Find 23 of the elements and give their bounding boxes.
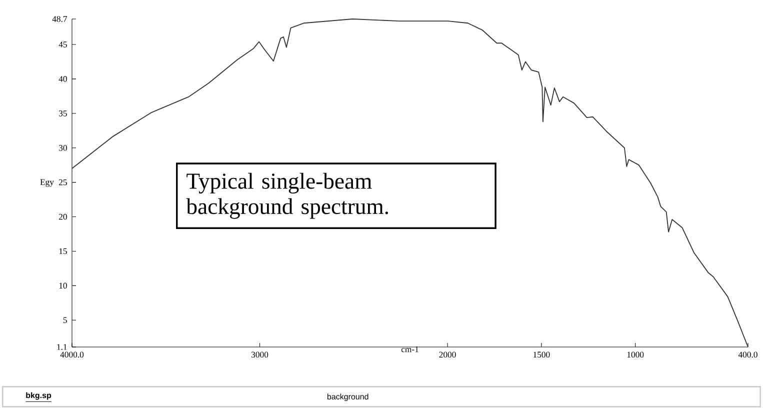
x-tick-label: 400.0 [738, 352, 758, 358]
y-tick-label: 45 [58, 42, 67, 48]
text: bkg.sp [26, 392, 52, 400]
line-series [72, 18, 748, 348]
y-tick-label: 1.1 [57, 344, 67, 350]
y-tick-label: 10 [59, 282, 67, 289]
x-tick-label: 1000 [627, 352, 644, 358]
x-tick-label: 2000 [439, 352, 456, 358]
y-tick-label: 35 [59, 110, 67, 116]
annotation: Typical single-beam background spectrum. [186, 172, 388, 219]
y-axis-title: Egy [40, 179, 54, 187]
y-tick-label: 25 [58, 179, 67, 186]
y-tick-label: 5 [63, 317, 67, 324]
y-tick-label: 30 [59, 144, 67, 151]
y-tick-label: 20 [58, 214, 67, 220]
x-tick-label: 3000 [252, 352, 268, 358]
text: background [327, 394, 368, 402]
y-tick-label: 15 [59, 248, 67, 254]
x-axis-title: cm-1 [401, 346, 418, 352]
x-tick-label: 4000.0 [60, 352, 84, 358]
y-tick-label: 48.7 [52, 16, 68, 22]
x-tick-label: 1500 [534, 352, 550, 358]
y-tick-label: 40 [58, 76, 67, 82]
